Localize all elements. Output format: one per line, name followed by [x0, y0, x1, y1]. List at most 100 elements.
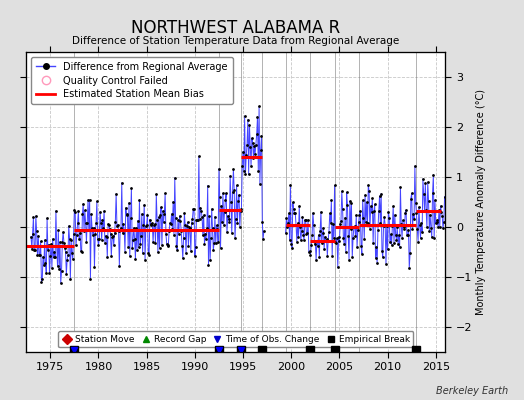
Point: [259, 236, 267, 242]
Point: [58, 239, 67, 246]
Point: [287, 240, 296, 247]
Point: [352, 212, 361, 218]
Point: [283, 224, 291, 230]
Point: [368, 195, 377, 202]
Point: [354, 219, 363, 226]
Point: [286, 182, 294, 188]
Point: [89, 232, 97, 238]
Point: [102, 232, 110, 239]
Point: [281, 230, 290, 236]
Point: [66, 276, 74, 283]
Point: [405, 226, 413, 233]
Point: [316, 209, 325, 215]
Point: [67, 237, 75, 243]
Point: [321, 234, 329, 240]
Point: [27, 233, 35, 240]
Point: [425, 228, 433, 234]
Point: [423, 224, 431, 230]
Point: [118, 230, 127, 236]
Point: [206, 235, 215, 242]
Point: [86, 276, 95, 282]
Point: [99, 216, 107, 223]
Point: [332, 240, 341, 246]
Point: [379, 222, 388, 229]
Point: [320, 246, 329, 252]
Point: [432, 217, 441, 224]
Point: [375, 193, 384, 199]
Point: [403, 232, 412, 239]
Point: [43, 215, 51, 221]
Point: [315, 254, 323, 260]
Text: Berkeley Earth: Berkeley Earth: [436, 386, 508, 396]
Point: [254, 167, 263, 174]
Point: [154, 249, 162, 255]
Point: [248, 135, 256, 142]
Point: [325, 228, 333, 235]
Point: [218, 219, 226, 225]
Point: [369, 240, 377, 246]
Point: [120, 227, 128, 233]
Point: [382, 260, 390, 267]
Point: [237, 205, 246, 212]
Point: [290, 210, 299, 216]
Point: [194, 216, 202, 223]
Point: [301, 217, 310, 223]
Point: [54, 227, 62, 234]
Point: [157, 204, 165, 211]
Point: [80, 228, 88, 234]
Point: [119, 220, 127, 227]
Point: [243, 141, 251, 148]
Point: [354, 226, 362, 233]
Point: [421, 180, 430, 186]
Point: [210, 240, 219, 246]
Point: [139, 222, 148, 228]
Point: [399, 224, 408, 230]
Point: [170, 231, 178, 238]
Point: [433, 219, 442, 226]
Point: [428, 190, 436, 197]
Point: [344, 233, 353, 239]
Point: [49, 236, 57, 242]
Point: [299, 232, 308, 238]
Point: [229, 166, 237, 172]
Point: [193, 216, 201, 223]
Point: [323, 252, 332, 259]
Point: [328, 252, 336, 259]
Point: [141, 257, 149, 263]
Point: [227, 199, 235, 205]
Point: [228, 189, 237, 195]
Point: [38, 276, 47, 282]
Point: [313, 238, 321, 244]
Point: [85, 196, 94, 203]
Point: [355, 212, 364, 218]
Point: [378, 248, 386, 254]
Point: [129, 237, 137, 244]
Point: [42, 270, 50, 276]
Point: [141, 223, 150, 229]
Point: [114, 228, 123, 234]
Point: [49, 254, 58, 261]
Point: [197, 208, 205, 214]
Point: [342, 189, 351, 196]
Point: [81, 207, 89, 214]
Point: [406, 250, 414, 256]
Point: [108, 234, 116, 241]
Point: [68, 250, 76, 256]
Point: [215, 194, 224, 201]
Point: [231, 235, 239, 242]
Point: [408, 190, 416, 196]
Point: [365, 188, 373, 194]
Point: [73, 232, 81, 238]
Point: [429, 172, 438, 178]
Point: [310, 241, 319, 247]
Point: [110, 242, 118, 248]
Point: [424, 198, 433, 204]
Point: [85, 227, 93, 233]
Point: [253, 114, 261, 120]
Point: [59, 229, 67, 235]
Point: [331, 182, 339, 188]
Point: [41, 260, 50, 266]
Point: [285, 210, 293, 216]
Point: [322, 236, 331, 242]
Point: [173, 247, 181, 253]
